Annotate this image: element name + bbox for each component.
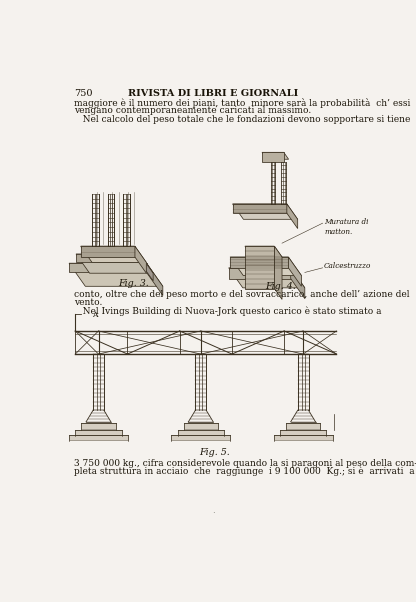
Polygon shape — [275, 246, 282, 299]
Polygon shape — [230, 257, 288, 268]
Polygon shape — [262, 152, 289, 160]
FancyBboxPatch shape — [178, 429, 224, 435]
Text: .: . — [212, 507, 215, 515]
Polygon shape — [262, 152, 284, 161]
Polygon shape — [81, 246, 146, 262]
Polygon shape — [229, 268, 305, 288]
Polygon shape — [146, 263, 163, 296]
Polygon shape — [245, 246, 282, 257]
Polygon shape — [81, 246, 135, 257]
Text: Nel calcolo del peso totale che le fondazioni devono sopportare si tiene: Nel calcolo del peso totale che le fonda… — [74, 114, 410, 123]
Text: pleta struttura in acciaio  che  raggiunge  i 9 100 000  Kg.; si è  arrivati  a : pleta struttura in acciaio che raggiunge… — [74, 467, 416, 476]
Text: maggiore è il numero dei piani, tanto  minore sarà la probabilità  ch’ essi: maggiore è il numero dei piani, tanto mi… — [74, 98, 410, 108]
Polygon shape — [69, 263, 146, 273]
Text: Fig. 5.: Fig. 5. — [199, 448, 230, 457]
Text: Nel Ivings Building di Nuova-Jork questo carico è stato stimato a: Nel Ivings Building di Nuova-Jork questo… — [74, 306, 381, 316]
Polygon shape — [229, 268, 291, 279]
Text: conto, oltre che del peso morto e del sovraccarico, anche dell’ azione del: conto, oltre che del peso morto e del so… — [74, 290, 409, 299]
Text: vengano contemporaneamente caricati al massimo.: vengano contemporaneamente caricati al m… — [74, 106, 311, 115]
FancyBboxPatch shape — [82, 423, 116, 429]
Polygon shape — [291, 268, 305, 299]
FancyBboxPatch shape — [274, 435, 332, 440]
Text: RIVISTA DI LIBRI E GIORNALI: RIVISTA DI LIBRI E GIORNALI — [128, 89, 298, 98]
Polygon shape — [69, 263, 163, 287]
FancyBboxPatch shape — [286, 423, 320, 429]
Text: Muratura di
matton.: Muratura di matton. — [324, 218, 369, 235]
Polygon shape — [245, 246, 275, 288]
FancyBboxPatch shape — [171, 435, 230, 440]
Text: A: A — [92, 311, 98, 319]
Text: 3 750 000 kg., cifra considerevole quando la si paragoni al peso della com-: 3 750 000 kg., cifra considerevole quand… — [74, 459, 416, 468]
Polygon shape — [287, 204, 298, 229]
Polygon shape — [233, 204, 298, 219]
FancyBboxPatch shape — [280, 429, 326, 435]
FancyBboxPatch shape — [69, 435, 128, 440]
Polygon shape — [76, 254, 153, 273]
Polygon shape — [140, 254, 153, 281]
Polygon shape — [135, 246, 146, 273]
Polygon shape — [288, 257, 302, 287]
FancyBboxPatch shape — [75, 429, 122, 435]
Polygon shape — [233, 204, 287, 213]
Polygon shape — [230, 257, 302, 276]
Text: Fig. 4.: Fig. 4. — [265, 282, 296, 291]
Text: vento.: vento. — [74, 298, 102, 307]
Text: 750: 750 — [74, 89, 92, 98]
FancyBboxPatch shape — [184, 423, 218, 429]
Text: Fig. 3.: Fig. 3. — [118, 279, 149, 288]
Text: Calcestruzzo: Calcestruzzo — [324, 262, 371, 270]
Polygon shape — [76, 254, 140, 262]
